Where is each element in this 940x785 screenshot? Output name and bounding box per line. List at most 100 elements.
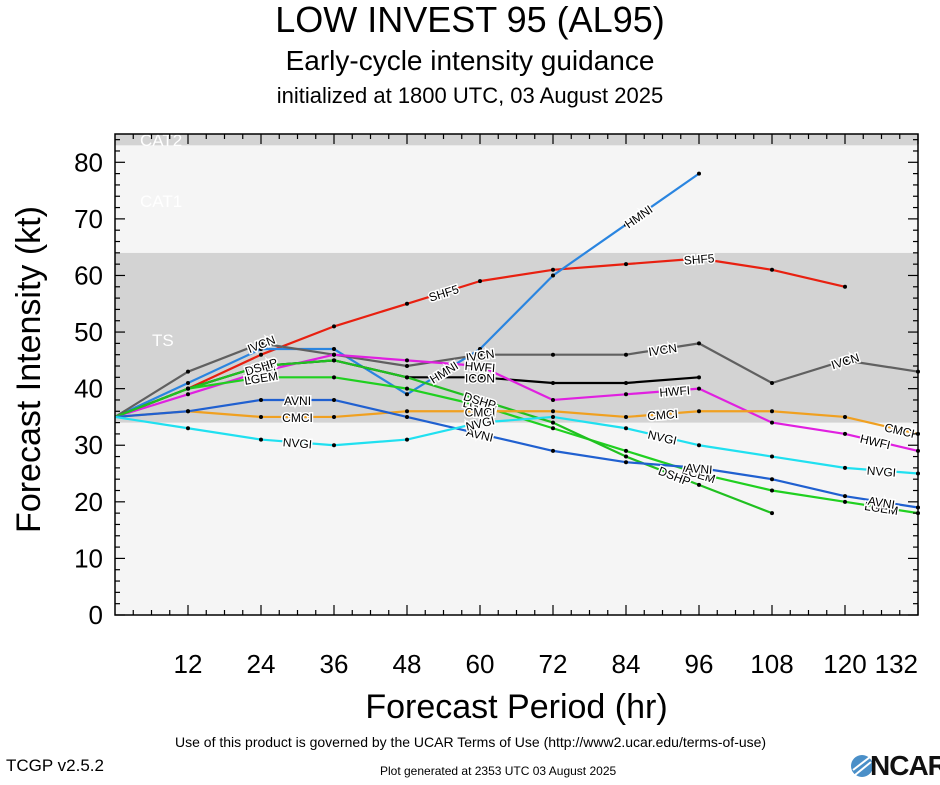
series-label-text: SHF5 xyxy=(683,251,715,267)
data-point-lgem xyxy=(405,386,409,391)
ncar-logo: NCAR xyxy=(848,748,940,781)
data-point-hwfi xyxy=(186,392,190,397)
data-point-hwfi xyxy=(624,392,628,397)
series-label-text: CMCI xyxy=(465,405,496,419)
series-label-avni: AVNI xyxy=(683,459,714,478)
series-label-nvgi: NVGI xyxy=(865,462,898,481)
y-tick-label: 80 xyxy=(74,147,103,177)
data-point-hmni xyxy=(186,380,190,385)
data-point-ivcn xyxy=(770,380,774,385)
data-point-shf5 xyxy=(478,279,482,284)
series-label-text: CMCI xyxy=(647,407,679,423)
data-point-dshp xyxy=(186,386,190,391)
data-point-shf5 xyxy=(697,256,701,261)
data-point-nvgi xyxy=(186,426,190,431)
data-point-ivcn xyxy=(697,341,701,346)
data-point-avni xyxy=(770,477,774,482)
data-point-icon xyxy=(478,375,482,380)
data-point-dshp xyxy=(405,375,409,380)
data-point-hmni xyxy=(551,273,555,278)
data-point-dshp xyxy=(551,420,555,425)
data-point-ivcn xyxy=(551,352,555,357)
data-point-shf5 xyxy=(551,267,555,272)
band-label-ts: TS xyxy=(152,331,174,350)
x-tick-label: 120 xyxy=(823,649,866,679)
data-point-nvgi xyxy=(770,454,774,459)
y-tick-label: 40 xyxy=(74,374,103,404)
data-point-hwfi xyxy=(551,397,555,402)
series-line-dshp xyxy=(114,359,773,515)
series-label-text: CMCI xyxy=(282,411,313,425)
series-line-avni xyxy=(114,398,919,509)
series-label-hwfi: HWFI xyxy=(463,357,498,376)
x-tick-label: 60 xyxy=(466,649,495,679)
series-label-text: LGEM xyxy=(243,369,279,388)
data-point-cmci xyxy=(770,409,774,414)
data-point-cmci xyxy=(478,409,482,414)
data-point-cmci xyxy=(551,409,555,414)
series-label-lgem: LGEM xyxy=(242,367,281,389)
data-point-ivcn xyxy=(624,352,628,357)
data-point-cmci xyxy=(259,414,263,419)
data-point-dshp xyxy=(259,364,263,369)
data-point-lgem xyxy=(697,471,701,476)
x-tick-label: 108 xyxy=(750,649,793,679)
data-point-dshp xyxy=(697,482,701,487)
data-point-ivcn xyxy=(478,352,482,357)
series-line-nvgi xyxy=(114,415,919,475)
x-tick-label: 84 xyxy=(612,649,641,679)
data-point-hwfi xyxy=(843,431,847,436)
band-cat1 xyxy=(115,145,918,253)
data-point-shf5 xyxy=(843,284,847,289)
series-label-text: AVNI xyxy=(867,494,896,512)
band-label-cat1: CAT1 xyxy=(140,192,182,211)
data-point-nvgi xyxy=(624,426,628,431)
data-point-avni xyxy=(259,397,263,402)
series-label-text: IVCN xyxy=(465,347,495,365)
data-point-dshp xyxy=(624,454,628,459)
data-point-hmni xyxy=(259,347,263,352)
series-label-text: LGEM xyxy=(863,499,899,518)
data-point-lgem xyxy=(770,488,774,493)
data-point-avni xyxy=(624,460,628,465)
data-point-hmni xyxy=(332,347,336,352)
y-axis-label: Forecast Intensity (kt) xyxy=(10,206,48,533)
x-tick-label: 36 xyxy=(320,649,349,679)
chart-subtitle: Early-cycle intensity guidance xyxy=(285,45,655,76)
data-point-hwfi xyxy=(697,386,701,391)
chart-title: LOW INVEST 95 (AL95) xyxy=(275,0,665,40)
series-label-nvgi: NVGI xyxy=(281,434,314,453)
data-point-ivcn xyxy=(405,364,409,369)
data-point-avni xyxy=(478,431,482,436)
data-point-nvgi xyxy=(697,443,701,448)
data-point-nvgi xyxy=(405,437,409,442)
x-tick-label: 24 xyxy=(247,649,276,679)
data-point-cmci xyxy=(843,414,847,419)
y-tick-label: 0 xyxy=(89,600,103,630)
terms-of-use: Use of this product is governed by the U… xyxy=(175,734,767,750)
y-tick-label: 70 xyxy=(74,204,103,234)
data-point-shf5 xyxy=(770,267,774,272)
series-label-cmci: CMCI xyxy=(463,404,497,421)
data-point-nvgi xyxy=(478,420,482,425)
data-point-cmci xyxy=(332,414,336,419)
data-point-avni xyxy=(405,414,409,419)
data-point-hwfi xyxy=(770,420,774,425)
x-tick-label: 12 xyxy=(174,649,203,679)
series-label-text: NVGI xyxy=(866,464,896,480)
data-point-nvgi xyxy=(551,414,555,419)
data-point-avni xyxy=(332,397,336,402)
data-point-ivcn xyxy=(186,369,190,374)
series-label-hwfi: HWFI xyxy=(657,382,692,401)
data-point-cmci xyxy=(697,409,701,414)
data-point-cmci xyxy=(405,409,409,414)
data-point-lgem xyxy=(551,426,555,431)
x-axis-label: Forecast Period (hr) xyxy=(365,688,667,726)
series-label-text: AVNI xyxy=(685,461,713,477)
series-label-text: NVGI xyxy=(282,435,312,451)
series-label-text: ICON xyxy=(465,371,495,385)
data-point-shf5 xyxy=(405,301,409,306)
series-label-text: IVCN xyxy=(647,341,677,359)
series-line-cmci xyxy=(114,410,919,435)
